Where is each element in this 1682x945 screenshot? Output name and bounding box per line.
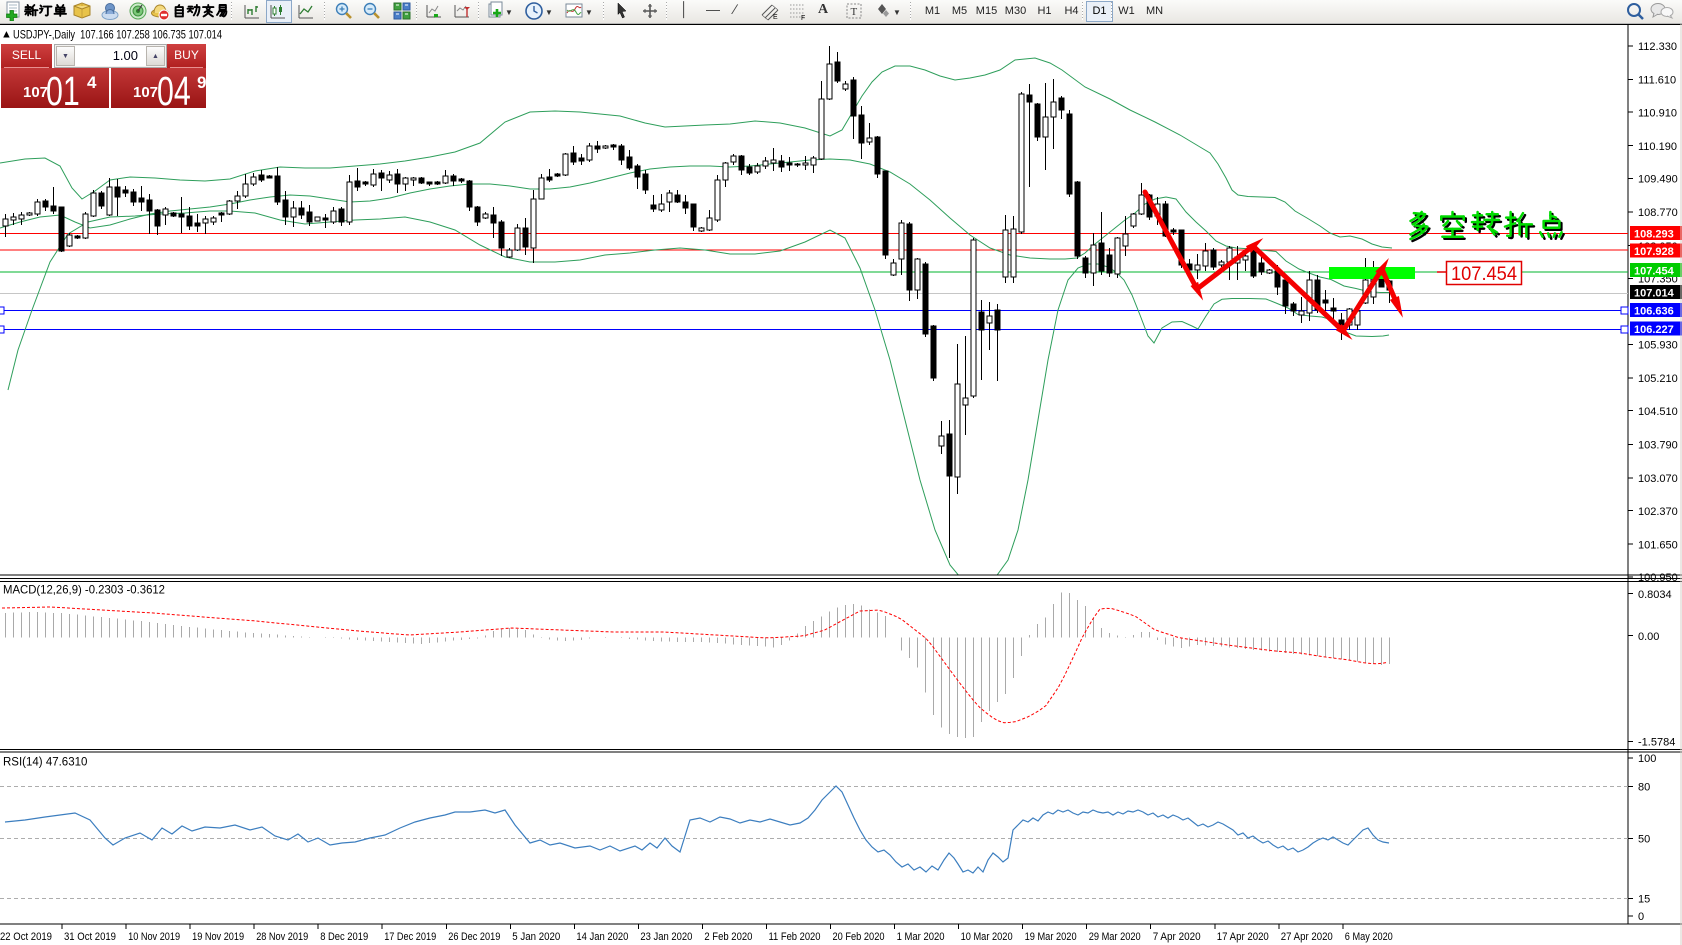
svg-text:-1.5784: -1.5784	[1638, 737, 1675, 749]
svg-text:23 Jan 2020: 23 Jan 2020	[640, 931, 692, 943]
svg-text:10 Nov 2019: 10 Nov 2019	[128, 931, 180, 943]
svg-text:106.227: 106.227	[1634, 324, 1674, 336]
svg-text:MACD(12,26,9) -0.2303 -0.3612: MACD(12,26,9) -0.2303 -0.3612	[3, 583, 165, 597]
svg-text:107.454: 107.454	[1451, 264, 1517, 285]
svg-text:0.8034: 0.8034	[1638, 589, 1672, 601]
svg-text:109.490: 109.490	[1638, 174, 1678, 186]
svg-text:0.00: 0.00	[1638, 631, 1659, 643]
svg-text:1 Mar 2020: 1 Mar 2020	[897, 931, 945, 943]
svg-text:100.950: 100.950	[1638, 572, 1678, 584]
svg-text:27 Apr 2020: 27 Apr 2020	[1281, 931, 1333, 943]
svg-text:107.454: 107.454	[1634, 266, 1675, 278]
svg-text:7 Apr 2020: 7 Apr 2020	[1153, 931, 1201, 943]
svg-text:104.510: 104.510	[1638, 406, 1678, 418]
svg-text:20 Feb 2020: 20 Feb 2020	[833, 931, 885, 943]
svg-text:E: E	[773, 14, 778, 21]
svg-text:105.930: 105.930	[1638, 340, 1678, 352]
svg-text:29 Mar 2020: 29 Mar 2020	[1089, 931, 1141, 943]
svg-text:22 Oct 2019: 22 Oct 2019	[0, 931, 52, 943]
svg-text:111.610: 111.610	[1638, 75, 1676, 87]
svg-text:50: 50	[1638, 834, 1650, 846]
svg-text:0: 0	[1638, 911, 1644, 923]
svg-text:15: 15	[1638, 894, 1650, 906]
svg-text:14 Jan 2020: 14 Jan 2020	[576, 931, 628, 943]
svg-text:101.650: 101.650	[1638, 539, 1678, 551]
svg-text:28 Nov 2019: 28 Nov 2019	[256, 931, 308, 943]
svg-text:107.014: 107.014	[1634, 288, 1675, 300]
svg-text:6 May 2020: 6 May 2020	[1345, 931, 1393, 943]
svg-text:8 Dec 2019: 8 Dec 2019	[320, 931, 368, 943]
svg-text:10 Mar 2020: 10 Mar 2020	[961, 931, 1013, 943]
svg-text:105.210: 105.210	[1638, 373, 1678, 385]
svg-text:17 Dec 2019: 17 Dec 2019	[384, 931, 436, 943]
svg-text:108.293: 108.293	[1634, 229, 1674, 241]
svg-text:17 Apr 2020: 17 Apr 2020	[1217, 931, 1269, 943]
svg-text:106.636: 106.636	[1634, 306, 1674, 318]
svg-text:110.190: 110.190	[1638, 141, 1677, 153]
svg-text:108.770: 108.770	[1638, 207, 1678, 219]
svg-text:▲: ▲	[1, 29, 12, 41]
svg-text:100: 100	[1638, 753, 1656, 765]
svg-text:11 Feb 2020: 11 Feb 2020	[769, 931, 821, 943]
svg-text:103.070: 103.070	[1638, 473, 1678, 485]
svg-text:T: T	[851, 6, 858, 18]
svg-text:19 Mar 2020: 19 Mar 2020	[1025, 931, 1077, 943]
svg-text:5 Jan 2020: 5 Jan 2020	[512, 931, 560, 943]
svg-text:F: F	[801, 15, 805, 21]
svg-text:102.370: 102.370	[1638, 506, 1678, 518]
svg-text:2 Feb 2020: 2 Feb 2020	[704, 931, 752, 943]
svg-text:112.330: 112.330	[1638, 41, 1677, 53]
svg-text:26 Dec 2019: 26 Dec 2019	[448, 931, 500, 943]
svg-text:110.910: 110.910	[1638, 107, 1677, 119]
svg-text:31 Oct 2019: 31 Oct 2019	[64, 931, 116, 943]
svg-text:19 Nov 2019: 19 Nov 2019	[192, 931, 244, 943]
svg-text:103.790: 103.790	[1638, 440, 1678, 452]
svg-text:80: 80	[1638, 782, 1650, 794]
svg-text:RSI(14) 47.6310: RSI(14) 47.6310	[3, 757, 87, 769]
svg-text:107.928: 107.928	[1634, 246, 1674, 258]
svg-text:USDJPY-,Daily 107.166 107.258: USDJPY-,Daily 107.166 107.258 106.735 10…	[13, 28, 222, 42]
